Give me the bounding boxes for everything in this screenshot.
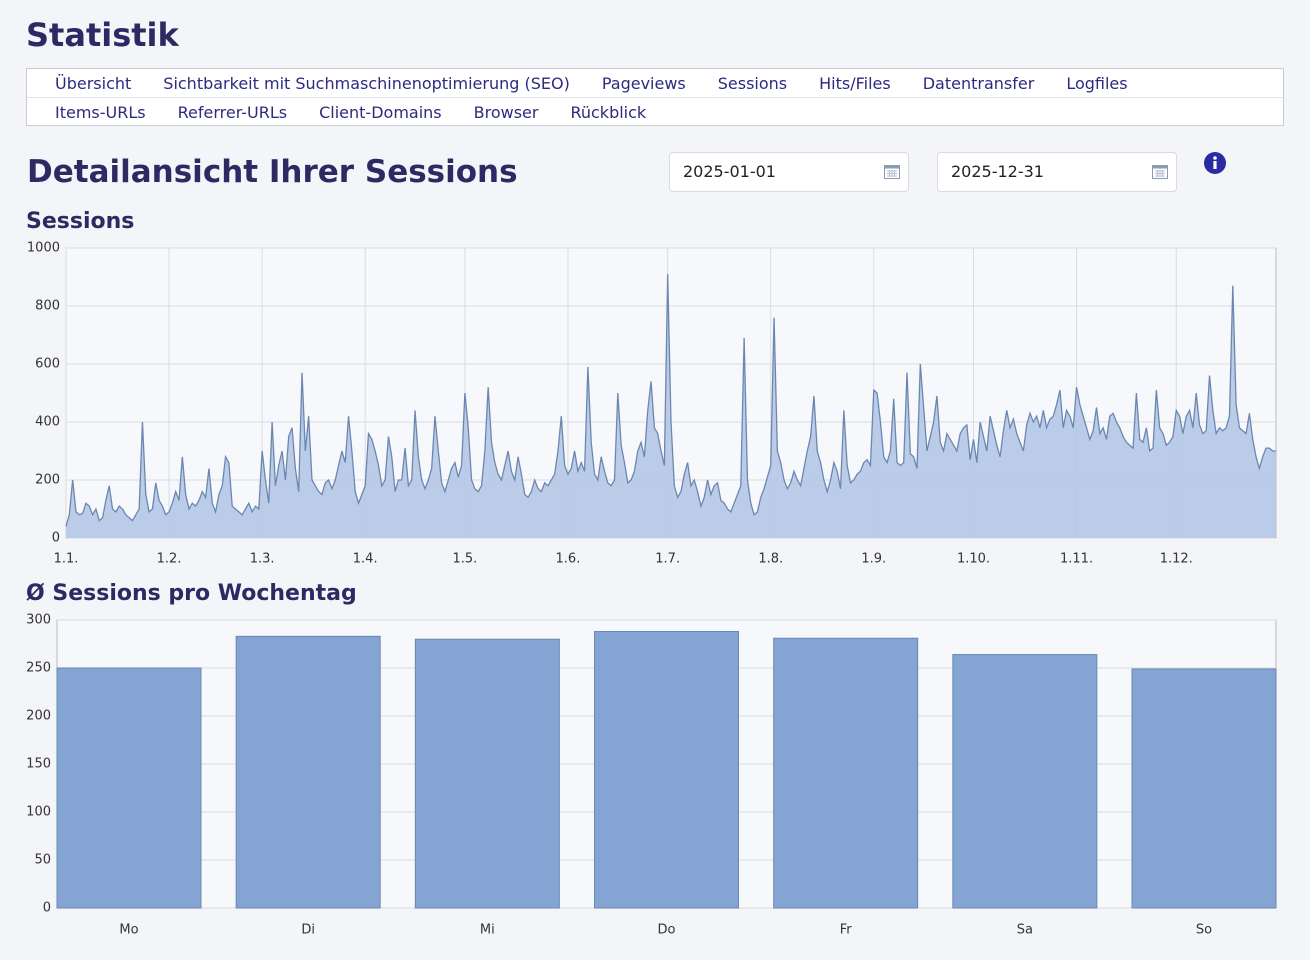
nav-link[interactable]: Übersicht [55,73,132,93]
y-tick-label: 250 [26,661,51,676]
x-tick-label: 1.1. [54,552,79,567]
x-tick-label: 1.3. [250,552,275,567]
y-tick-label: 1000 [27,241,60,256]
x-tick-label: Mi [480,923,495,938]
area-line [65,274,1276,527]
nav-link[interactable]: Client-Domains [319,102,442,122]
x-tick-label: 1.2. [157,552,182,567]
nav-link[interactable]: Datentransfer [922,73,1035,93]
x-tick-label: 1.5. [452,552,477,567]
y-tick-label: 400 [35,415,60,430]
nav-menu: Übersicht Sichtbarkeit mit Suchmaschinen… [26,68,1284,126]
x-tick-label: Sa [1017,923,1033,938]
nav-link[interactable]: Items-URLs [55,102,146,122]
bar [414,638,560,909]
x-tick-label: 1.11. [1060,552,1093,567]
page-title: Statistik [26,16,179,54]
x-tick-label: 1.8. [758,552,783,567]
y-tick-label: 600 [35,357,60,372]
x-tick-label: Mo [119,923,138,938]
y-tick-label: 0 [43,901,51,916]
y-tick-label: 150 [26,757,51,772]
y-tick-label: 200 [26,709,51,724]
x-tick-label: 1.9. [861,552,886,567]
date-value: 2025-01-01 [683,162,776,181]
x-tick-label: 1.6. [556,552,581,567]
x-tick-label: So [1196,923,1212,938]
y-tick-label: 800 [35,299,60,314]
nav-link[interactable]: Rückblick [570,102,647,122]
y-tick-label: 200 [35,473,60,488]
nav-link[interactable]: Sessions [717,73,788,93]
x-tick-label: 1.4. [353,552,378,567]
area-fill [66,274,1276,538]
section-heading: Detailansicht Ihrer Sessions [27,154,518,190]
x-tick-label: Di [301,923,315,938]
info-icon[interactable] [1203,152,1227,176]
bar [235,635,381,909]
x-tick-label: 1.10. [957,552,990,567]
bar [1131,668,1277,909]
nav-link[interactable]: Hits/Files [819,73,891,93]
bar [952,654,1098,909]
x-tick-label: 1.7. [655,552,680,567]
calendar-icon[interactable] [884,165,900,179]
nav-link[interactable]: Browser [473,102,539,122]
x-tick-label: Do [658,923,676,938]
date-value: 2025-12-31 [951,162,1044,181]
x-tick-label: Fr [840,923,853,938]
bar [594,631,739,909]
nav-link[interactable]: Sichtbarkeit mit Suchmaschinenoptimierun… [163,73,570,93]
chart-title: Ø Sessions pro Wochentag [26,581,357,606]
y-tick-label: 100 [26,805,51,820]
nav-row: Items-URLs Referrer-URLs Client-Domains … [27,97,1283,126]
chart-title: Sessions [26,209,134,234]
calendar-icon[interactable] [1152,165,1168,179]
y-tick-label: 50 [34,853,51,868]
bar [56,667,202,909]
date-input[interactable]: 2025-12-31 [937,152,1177,192]
nav-link[interactable]: Referrer-URLs [177,102,288,122]
bar [773,637,919,909]
y-tick-label: 300 [26,613,51,628]
date-input[interactable]: 2025-01-01 [669,152,909,192]
y-tick-label: 0 [52,531,60,546]
nav-link[interactable]: Logfiles [1066,73,1128,93]
x-tick-label: 1.12. [1160,552,1193,567]
nav-link[interactable]: Pageviews [601,73,686,93]
nav-row: Übersicht Sichtbarkeit mit Suchmaschinen… [27,69,1283,97]
